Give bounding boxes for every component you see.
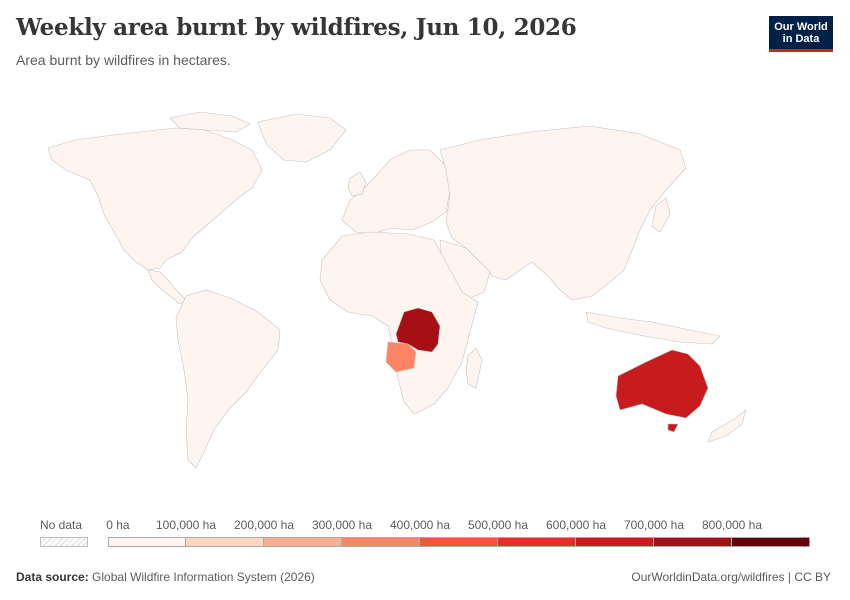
legend-bin-label: 600,000 ha (545, 518, 607, 532)
legend-bin-label: 700,000 ha (623, 518, 685, 532)
chart-subtitle: Area burnt by wildfires in hectares. (16, 52, 231, 68)
region-asia[interactable] (439, 125, 687, 301)
legend-bin-swatch[interactable] (186, 537, 264, 547)
legend-no-data-swatch (40, 537, 88, 547)
legend-bin-swatch[interactable] (264, 537, 342, 547)
legend-no-data-label: No data (40, 518, 83, 532)
legend-bin-swatch[interactable] (420, 537, 498, 547)
region-tasmania[interactable] (667, 423, 679, 433)
logo-line-2: in Data (782, 32, 820, 45)
map-legend: No data 0 ha 100,000 ha 200,000 ha 300,000 … (0, 515, 850, 555)
legend-bin-label: 200,000 ha (233, 518, 295, 532)
legend-bin-swatch[interactable] (498, 537, 576, 547)
region-south-america[interactable] (175, 289, 281, 469)
region-australia[interactable] (615, 349, 709, 419)
region-dr-congo[interactable] (395, 307, 441, 353)
legend-bin-swatch[interactable] (108, 537, 186, 547)
legend-bin-label: 800,000 ha (701, 518, 763, 532)
source-link[interactable]: Global Wildfire Information System (2026… (92, 570, 315, 584)
legend-bin-swatch[interactable] (342, 537, 420, 547)
region-southeast-asia[interactable] (585, 311, 721, 345)
legend-arrow-icon (804, 537, 810, 547)
logo-line-1: Our World (774, 20, 828, 33)
owid-logo[interactable]: Our World in Data (769, 16, 833, 52)
legend-bin-label: 300,000 ha (311, 518, 373, 532)
region-madagascar[interactable] (465, 347, 483, 389)
region-new-zealand[interactable] (707, 409, 747, 443)
legend-bin-swatch[interactable] (732, 537, 810, 547)
region-angola[interactable] (385, 341, 417, 373)
world-map (47, 111, 747, 469)
legend-bin-swatch[interactable] (576, 537, 654, 547)
region-british-isles[interactable] (347, 171, 367, 197)
footer-credit[interactable]: OurWorldinData.org/wildfires | CC BY (631, 570, 831, 584)
region-africa[interactable] (319, 231, 479, 415)
footer-source: Data source: Global Wildfire Information… (16, 570, 315, 584)
region-arctic-islands[interactable] (169, 111, 251, 133)
legend-bin-label: 400,000 ha (389, 518, 451, 532)
legend-bin-label: 0 ha (106, 518, 130, 532)
legend-bin-label: 500,000 ha (467, 518, 529, 532)
region-japan[interactable] (651, 197, 671, 233)
legend-bin-swatch[interactable] (654, 537, 732, 547)
region-central-america[interactable] (147, 269, 187, 305)
region-greenland[interactable] (257, 113, 347, 163)
chart-title: Weekly area burnt by wildfires, Jun 10, … (16, 14, 577, 41)
legend-bin-label: 100,000 ha (155, 518, 217, 532)
source-label: Data source: (16, 570, 89, 584)
region-north-america[interactable] (47, 127, 263, 271)
